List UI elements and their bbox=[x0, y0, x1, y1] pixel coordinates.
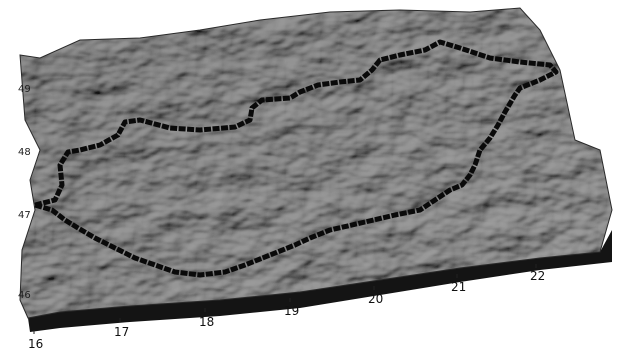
x-tick-18: 18 bbox=[199, 315, 214, 329]
y-tick-47: 47 bbox=[18, 210, 31, 221]
x-tick-21: 21 bbox=[451, 280, 466, 294]
x-tick-19: 19 bbox=[284, 304, 299, 318]
y-tick-48: 48 bbox=[18, 147, 31, 158]
x-tick-17: 17 bbox=[114, 325, 129, 339]
x-tick-20: 20 bbox=[368, 292, 383, 306]
x-tick-16: 16 bbox=[28, 337, 43, 351]
y-tick-46: 46 bbox=[18, 290, 31, 301]
country-border bbox=[32, 39, 559, 278]
x-tick-marks bbox=[33, 264, 537, 334]
y-tick-49: 49 bbox=[18, 84, 31, 95]
x-tick-22: 22 bbox=[530, 269, 545, 283]
terrain-base bbox=[28, 230, 612, 332]
